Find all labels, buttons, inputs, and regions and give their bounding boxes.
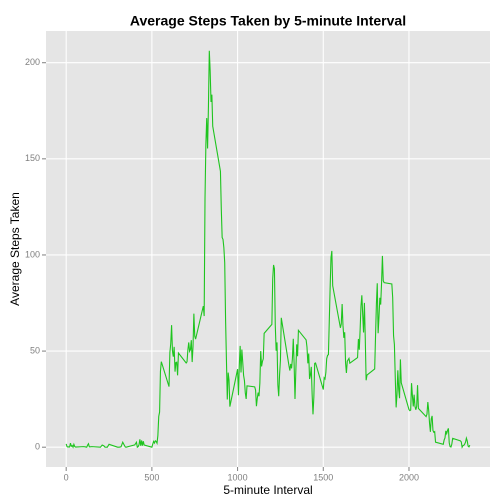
chart-title: Average Steps Taken by 5-minute Interval — [130, 13, 406, 29]
x-tick-label: 0 — [64, 472, 69, 482]
y-tick-label: 0 — [35, 442, 40, 452]
y-tick-label: 50 — [30, 345, 40, 355]
y-tick-label: 150 — [25, 153, 40, 163]
x-tick-label: 500 — [144, 472, 159, 482]
x-tick-label: 2000 — [399, 472, 419, 482]
grid — [46, 31, 490, 467]
y-tick-label: 200 — [25, 57, 40, 67]
y-tick-label: 100 — [25, 249, 40, 259]
panel — [46, 31, 490, 467]
data-line — [65, 50, 471, 449]
y-axis-label: Average Steps Taken — [8, 192, 22, 306]
x-axis-label: 5-minute Interval — [223, 483, 312, 497]
x-tick-label: 1000 — [228, 472, 248, 482]
x-tick-label: 1500 — [313, 472, 333, 482]
